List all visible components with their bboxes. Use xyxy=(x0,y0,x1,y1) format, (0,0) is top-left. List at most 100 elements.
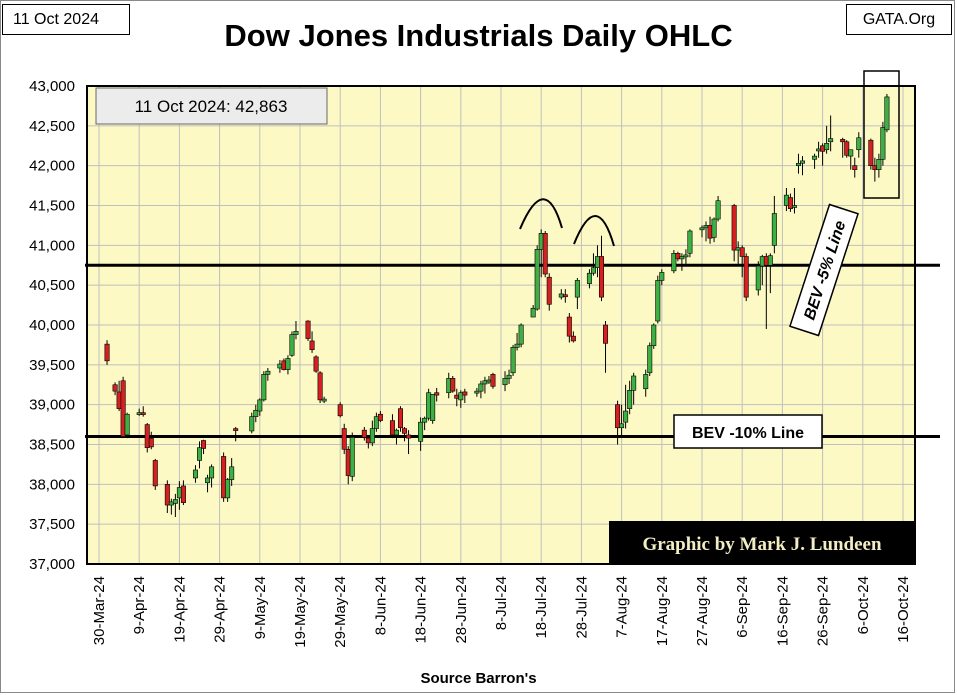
ohlc-body xyxy=(418,421,424,442)
ohlc-body xyxy=(739,247,745,257)
ohlc-body xyxy=(482,380,488,385)
ohlc-body xyxy=(683,254,689,258)
ohlc-body xyxy=(313,356,319,372)
ohlc-body xyxy=(586,272,592,284)
ohlc-body xyxy=(590,267,596,274)
x-axis: 30-Mar-24 9-Apr-24 19-Apr-24 29-Apr-24 9-May… xyxy=(91,576,912,648)
ohlc-body xyxy=(233,428,239,431)
ohlc-body xyxy=(715,200,721,220)
x-tick-label: 26-Sep-24 xyxy=(815,576,832,646)
bev-5-label-box xyxy=(789,203,859,337)
ohlc-body xyxy=(655,280,661,322)
ohlc-body xyxy=(530,307,536,318)
y-tick-label: 38,000 xyxy=(29,476,75,493)
ohlc-body xyxy=(120,380,126,437)
ohlc-body xyxy=(152,460,158,487)
ohlc-body xyxy=(458,392,464,401)
y-tick-label: 42,000 xyxy=(29,158,75,175)
ohlc-body xyxy=(341,428,347,450)
ohlc-body xyxy=(265,370,271,375)
x-tick-label: 16-Sep-24 xyxy=(774,576,791,646)
y-tick-label: 39,000 xyxy=(29,397,75,414)
ohlc-body xyxy=(828,138,834,143)
ohlc-body xyxy=(257,399,263,412)
ohlc-body xyxy=(711,218,717,238)
x-tick-label: 29-Apr-24 xyxy=(212,576,229,643)
ohlc-body xyxy=(337,404,343,417)
ohlc-body xyxy=(562,294,568,298)
x-tick-label: 16-Oct-24 xyxy=(895,576,912,643)
ohlc-body xyxy=(180,485,186,503)
ohlc-body xyxy=(144,424,150,448)
ohlc-body xyxy=(361,429,367,438)
ohlc-body xyxy=(389,420,395,436)
credit-box xyxy=(609,521,915,564)
y-tick-label: 38,500 xyxy=(29,437,75,454)
ohlc-body xyxy=(104,343,110,362)
x-tick-label: 8-Jul-24 xyxy=(493,576,510,630)
ohlc-body xyxy=(112,384,118,392)
source-footer: Source Barron's xyxy=(420,670,537,687)
ohlc-body xyxy=(221,456,227,499)
ohlc-body xyxy=(450,378,456,392)
ohlc-body xyxy=(787,197,793,209)
ohlc-body xyxy=(623,410,629,423)
ohlc-body xyxy=(876,158,882,170)
ohlc-body xyxy=(225,479,231,499)
x-tick-label: 18-Jun-24 xyxy=(413,576,430,644)
ohlc-body xyxy=(647,345,653,374)
ohlc-body xyxy=(229,466,235,480)
ohlc-body xyxy=(619,423,625,429)
ohlc-body xyxy=(884,96,890,131)
plot-border xyxy=(86,85,916,565)
ohlc-body xyxy=(140,412,146,415)
arch-marker xyxy=(519,198,563,230)
ohlc-body xyxy=(848,149,854,157)
x-tick-label: 19-Apr-24 xyxy=(171,576,188,643)
ohlc-body xyxy=(502,378,508,386)
y-tick-label: 41,000 xyxy=(29,237,75,254)
ohlc-body xyxy=(518,324,524,345)
ohlc-body xyxy=(478,383,484,392)
ohlc-body xyxy=(205,477,211,484)
x-tick-label: 28-Jun-24 xyxy=(453,576,470,644)
y-tick-label: 37,500 xyxy=(29,516,75,533)
ohlc-body xyxy=(844,141,850,156)
y-tick-label: 40,500 xyxy=(29,277,75,294)
x-tick-label: 17-Aug-24 xyxy=(654,576,671,646)
ohlc-body xyxy=(261,374,267,401)
ohlc-body xyxy=(309,340,315,350)
ohlc-body xyxy=(574,280,580,298)
y-tick-label: 37,000 xyxy=(29,556,75,573)
x-tick-label: 6-Sep-24 xyxy=(734,576,751,638)
ohlc-body xyxy=(402,428,408,434)
site-label: GATA.Org xyxy=(846,4,952,35)
ohlc-body xyxy=(755,265,761,291)
y-tick-label: 39,500 xyxy=(29,357,75,374)
ohlc-body xyxy=(699,227,705,231)
x-tick-label: 7-Aug-24 xyxy=(614,576,631,638)
y-tick-label: 43,000 xyxy=(29,78,75,95)
ohlc-body xyxy=(687,230,693,254)
ohlc-body xyxy=(675,253,681,260)
bev-10-label: BEV -10% Line xyxy=(692,425,804,442)
ohlc-body xyxy=(731,205,737,251)
ohlc-body xyxy=(631,375,637,391)
ohlc-body xyxy=(172,499,178,504)
date-label: 11 Oct 2024 xyxy=(2,4,130,35)
ohlc-body xyxy=(651,324,657,347)
ohlc-body xyxy=(627,390,633,409)
ohlc-body xyxy=(566,316,572,337)
ohlc-body xyxy=(253,409,259,417)
x-tick-label: 27-Aug-24 xyxy=(694,576,711,646)
ohlc-body xyxy=(377,413,383,421)
ohlc-body xyxy=(305,320,311,339)
ohlc-body xyxy=(317,372,323,401)
recent-highlight-box xyxy=(863,70,900,199)
last-value-box xyxy=(95,87,328,125)
ohlc-body xyxy=(490,374,496,387)
ohlc-body xyxy=(534,249,540,310)
ohlc-body xyxy=(598,256,604,298)
last-value-label: 11 Oct 2024: 42,863 xyxy=(135,97,288,116)
